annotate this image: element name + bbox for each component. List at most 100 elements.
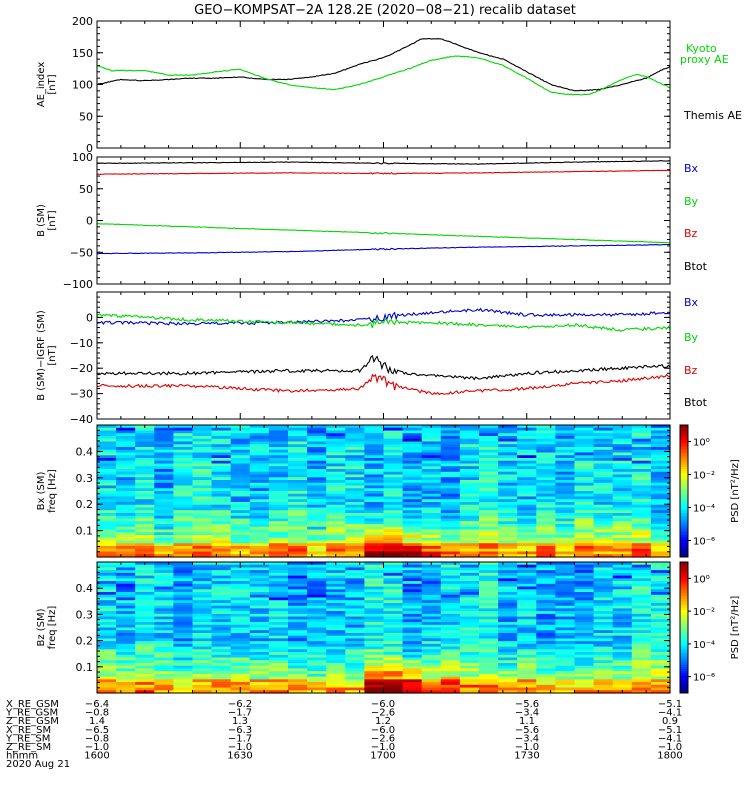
- spectrogram-cell: [517, 673, 537, 678]
- spectrogram-cell: [288, 632, 308, 637]
- spectrogram-cell: [383, 632, 404, 637]
- spectrogram-cell: [612, 502, 633, 506]
- spectrogram-cell: [268, 540, 289, 544]
- spectrogram-cell: [326, 682, 346, 686]
- spectrogram-cell: [211, 444, 232, 448]
- spectrogram-cell: [421, 526, 442, 531]
- spectrogram-cell: [459, 474, 480, 478]
- spectrogram-cell: [536, 592, 556, 596]
- spectrogram-cell: [517, 682, 537, 686]
- spectrogram-cell: [402, 665, 423, 670]
- spectrogram-cell: [268, 605, 289, 609]
- spectrogram-cell: [288, 480, 308, 484]
- spectrogram-cell: [192, 570, 213, 574]
- spectrogram-cell: [574, 449, 595, 454]
- spectrogram-cell: [364, 605, 385, 609]
- spectrogram-cell: [97, 619, 117, 623]
- y-tick-label: 0.4: [76, 445, 94, 458]
- spectrogram-cell: [498, 665, 518, 670]
- spectrogram-cell: [307, 562, 327, 566]
- spectrogram-cell: [268, 513, 289, 517]
- spectrogram-cell: [517, 471, 537, 476]
- spectrogram-cell: [440, 493, 461, 498]
- spectrogram-cell: [307, 643, 327, 648]
- spectrogram-cell: [116, 671, 136, 675]
- spectrogram-cell: [326, 671, 346, 675]
- spectrogram-cell: [97, 507, 117, 511]
- spectrogram-cell: [326, 460, 346, 465]
- spectrogram-cell: [574, 649, 595, 653]
- spectrogram-cell: [326, 480, 346, 484]
- spectrogram-cell: [249, 687, 270, 691]
- spectrogram-cell: [593, 665, 614, 670]
- spectrogram-cell: [307, 660, 327, 664]
- spectrogram-cell: [211, 521, 232, 525]
- spectrogram-cell: [612, 427, 633, 432]
- spectrogram-cell: [135, 518, 155, 522]
- spectrogram-cell: [574, 529, 595, 533]
- spectrogram-cell: [402, 638, 423, 642]
- spectrogram-cell: [574, 425, 595, 429]
- spectrogram-cell: [440, 449, 461, 454]
- spectrogram-cell: [364, 572, 385, 577]
- spectrogram-cell: [230, 611, 251, 615]
- spectrogram-cell: [631, 597, 652, 601]
- spectrogram-cell: [326, 627, 346, 631]
- spectrogram-cell: [631, 491, 652, 495]
- spectrogram-cell: [116, 592, 136, 596]
- spectrogram-cell: [288, 447, 308, 451]
- spectrogram-cell: [555, 430, 576, 434]
- spectrogram-cell: [288, 551, 308, 555]
- spectrogram-cell: [230, 524, 251, 528]
- spectrogram-cell: [612, 613, 633, 618]
- colorbar-step: [680, 442, 688, 446]
- spectrogram-cell: [612, 438, 633, 443]
- spectrogram-cell: [135, 627, 155, 631]
- spectrogram-cell: [421, 676, 442, 680]
- colorbar-step: [680, 530, 688, 534]
- spectrogram-cell: [307, 529, 327, 533]
- spectrogram-cell: [364, 551, 385, 555]
- spectrogram-cell: [440, 589, 461, 593]
- spectrogram-cell: [97, 682, 117, 686]
- spectrogram-cell: [154, 477, 174, 481]
- colorbar-step: [680, 564, 688, 567]
- spectrogram-cell: [612, 521, 633, 525]
- spectrogram-cell: [440, 546, 461, 550]
- spectrogram-cell: [574, 469, 595, 473]
- spectrogram-cell: [135, 521, 155, 525]
- spectrogram-cell: [97, 572, 117, 577]
- spectrogram-cell: [211, 455, 232, 459]
- spectrogram-cell: [249, 602, 270, 607]
- panel-frame: [96, 561, 671, 694]
- colorbar-step: [680, 469, 688, 472]
- spectrogram-cell: [230, 624, 251, 629]
- spectrogram-cell: [459, 488, 480, 492]
- spectrogram-cell: [574, 548, 595, 553]
- spectrogram-cell: [116, 436, 136, 440]
- spectrogram-cell: [479, 466, 499, 470]
- spectrogram-cell: [345, 652, 365, 656]
- spectrogram-cell: [612, 583, 633, 588]
- spectrogram-cell: [249, 474, 270, 478]
- spectrogram-cell: [326, 518, 346, 522]
- spectrogram-cell: [479, 430, 499, 434]
- spectrogram-cell: [536, 616, 556, 620]
- legend-themis-ae: Themis AE: [683, 109, 742, 122]
- spectrogram-cell: [383, 597, 404, 601]
- spectrogram-cell: [612, 654, 633, 659]
- colorbar-step: [680, 655, 688, 659]
- spectrogram-cell: [249, 646, 270, 650]
- spectrogram-cell: [574, 564, 595, 569]
- spectrogram-cell: [536, 510, 556, 514]
- spectrogram-cell: [154, 444, 174, 448]
- spectrogram-cell: [498, 474, 518, 478]
- spectrogram-cell: [192, 471, 213, 476]
- spectrogram-cell: [268, 608, 289, 612]
- spectrogram-cell: [612, 532, 633, 536]
- spectrogram-cell: [383, 624, 404, 629]
- spectrogram-cell: [383, 687, 404, 691]
- spectrogram-cell: [364, 463, 385, 467]
- spectrogram-cell: [574, 480, 595, 484]
- ephemeris-label: X_RE_SM: [6, 725, 51, 736]
